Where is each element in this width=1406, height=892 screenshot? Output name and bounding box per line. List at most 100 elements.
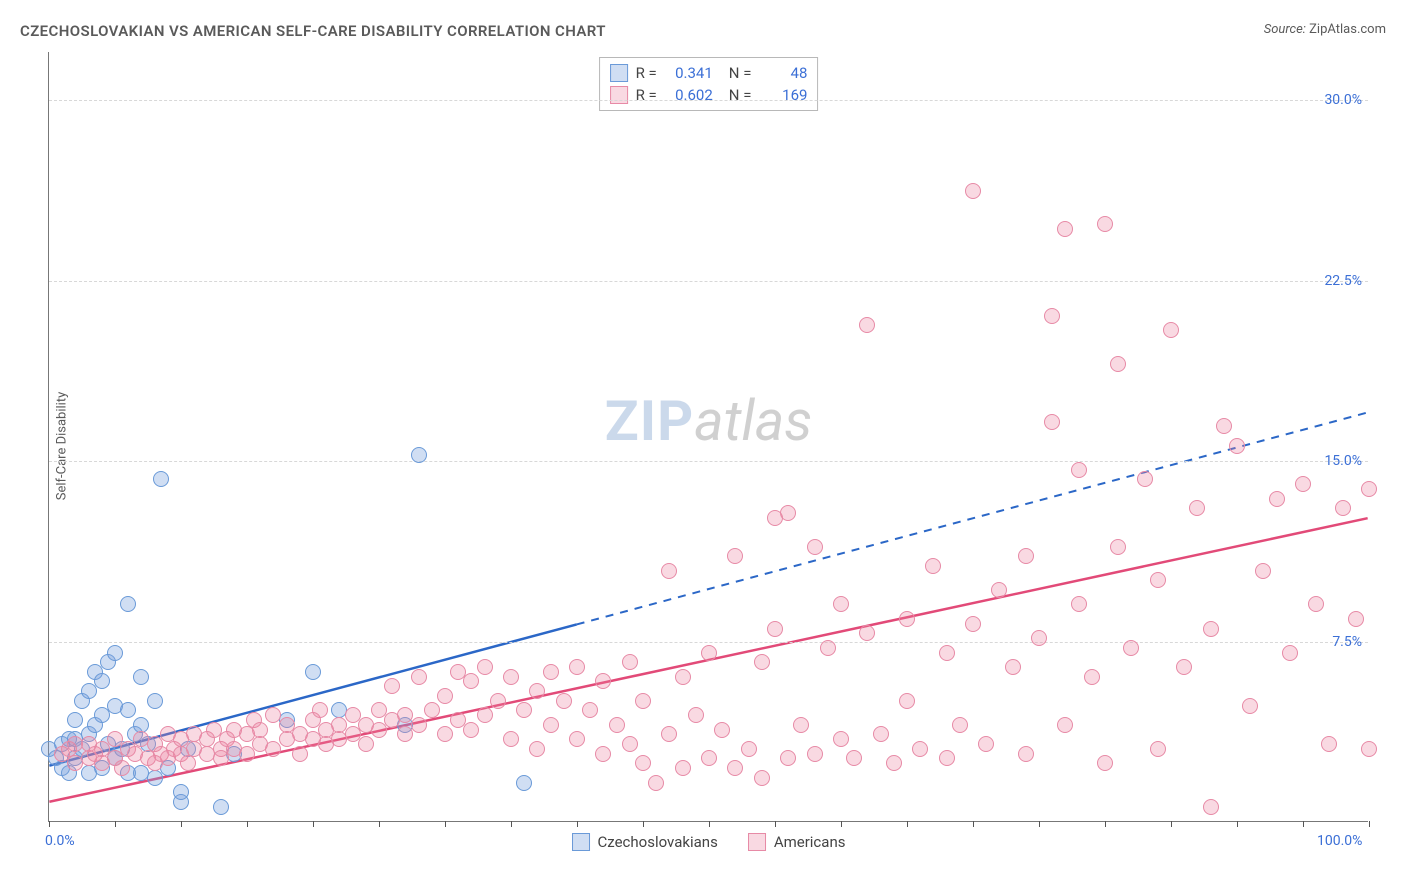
data-point	[292, 746, 308, 762]
data-point	[529, 683, 545, 699]
series-swatch	[748, 833, 766, 851]
data-point	[411, 669, 427, 685]
stats-legend-box: R =0.341N =48R =0.602N =169	[599, 57, 819, 111]
data-point	[424, 702, 440, 718]
data-point	[437, 726, 453, 742]
chart-source: Source: ZipAtlas.com	[1264, 22, 1386, 37]
x-tick	[1303, 821, 1304, 827]
stats-row: R =0.341N =48	[610, 62, 808, 84]
data-point	[1071, 462, 1087, 478]
data-point	[688, 707, 704, 723]
data-point	[153, 471, 169, 487]
data-point	[1295, 476, 1311, 492]
data-point	[833, 596, 849, 612]
data-point	[1163, 322, 1179, 338]
data-point	[503, 669, 519, 685]
stat-n-value: 169	[759, 86, 807, 104]
data-point	[807, 746, 823, 762]
data-point	[1097, 755, 1113, 771]
data-point	[516, 775, 532, 791]
data-point	[965, 616, 981, 632]
gridline	[49, 281, 1368, 282]
data-point	[767, 621, 783, 637]
data-point	[912, 741, 928, 757]
data-point	[569, 659, 585, 675]
data-point	[1321, 736, 1337, 752]
data-point	[1348, 611, 1364, 627]
data-point	[661, 563, 677, 579]
data-point	[1123, 640, 1139, 656]
data-point	[727, 548, 743, 564]
data-point	[635, 693, 651, 709]
data-point	[1071, 596, 1087, 612]
data-point	[312, 702, 328, 718]
data-point	[411, 447, 427, 463]
data-point	[503, 731, 519, 747]
data-point	[1097, 216, 1113, 232]
data-point	[899, 611, 915, 627]
data-point	[1150, 741, 1166, 757]
x-tick	[1171, 821, 1172, 827]
x-tick	[643, 821, 644, 827]
gridline	[49, 100, 1368, 101]
stat-r-label: R =	[636, 86, 657, 104]
data-point	[714, 722, 730, 738]
data-point	[411, 717, 427, 733]
x-tick	[1237, 821, 1238, 827]
data-point	[213, 799, 229, 815]
stat-r-value: 0.602	[665, 86, 713, 104]
data-point	[859, 317, 875, 333]
data-point	[1150, 572, 1166, 588]
data-point	[820, 640, 836, 656]
x-tick-label: 0.0%	[45, 833, 75, 849]
data-point	[939, 750, 955, 766]
data-point	[807, 539, 823, 555]
data-point	[1229, 438, 1245, 454]
data-point	[952, 717, 968, 733]
data-point	[886, 755, 902, 771]
legend-item: Americans	[748, 833, 846, 851]
data-point	[595, 746, 611, 762]
data-point	[780, 505, 796, 521]
x-tick	[115, 821, 116, 827]
watermark: ZIPatlas	[605, 388, 813, 454]
legend-label: Americans	[774, 833, 846, 851]
y-tick-label: 30.0%	[1324, 92, 1362, 108]
data-point	[595, 673, 611, 689]
data-point	[516, 702, 532, 718]
data-point	[1255, 563, 1271, 579]
data-point	[147, 693, 163, 709]
data-point	[1110, 539, 1126, 555]
data-point	[1084, 669, 1100, 685]
data-point	[1018, 548, 1034, 564]
data-point	[1044, 308, 1060, 324]
x-tick	[775, 821, 776, 827]
data-point	[1216, 418, 1232, 434]
data-point	[622, 654, 638, 670]
data-point	[120, 596, 136, 612]
data-point	[780, 750, 796, 766]
x-tick	[1105, 821, 1106, 827]
data-point	[925, 558, 941, 574]
data-point	[648, 775, 664, 791]
x-tick	[511, 821, 512, 827]
data-point	[1361, 741, 1377, 757]
data-point	[252, 722, 268, 738]
stats-row: R =0.602N =169	[610, 84, 808, 106]
trend-lines-layer	[49, 52, 1368, 821]
data-point	[1057, 221, 1073, 237]
data-point	[1308, 596, 1324, 612]
stat-r-value: 0.341	[665, 64, 713, 82]
data-point	[1005, 659, 1021, 675]
data-point	[437, 688, 453, 704]
data-point	[1018, 746, 1034, 762]
data-point	[675, 669, 691, 685]
data-point	[114, 760, 130, 776]
data-point	[1282, 645, 1298, 661]
data-point	[477, 659, 493, 675]
data-point	[873, 726, 889, 742]
data-point	[939, 645, 955, 661]
data-point	[490, 693, 506, 709]
gridline	[49, 461, 1368, 462]
data-point	[1031, 630, 1047, 646]
